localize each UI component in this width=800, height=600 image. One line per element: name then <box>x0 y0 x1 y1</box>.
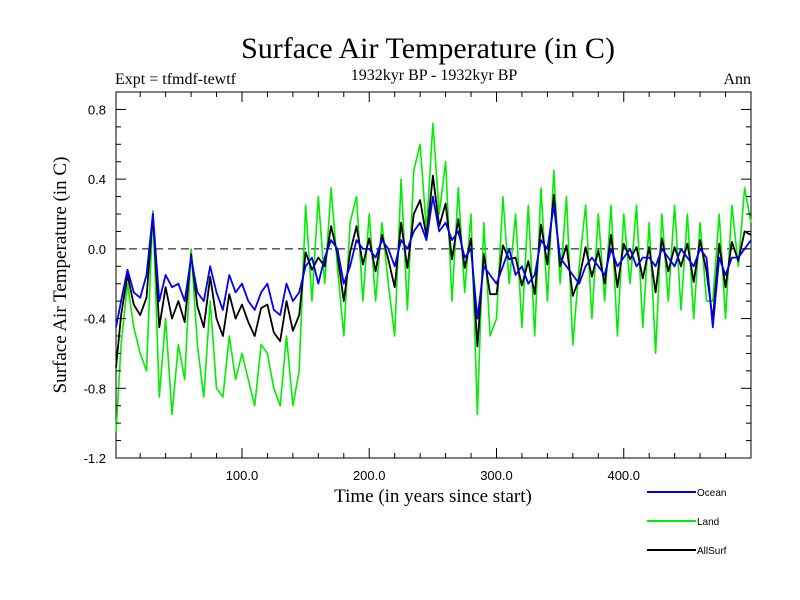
y-tick-label: 0.4 <box>88 172 106 187</box>
legend: Ocean Land AllSurf <box>647 488 727 557</box>
series-line-ocean <box>115 195 752 329</box>
chart-title: Surface Air Temperature (in C) <box>241 32 615 65</box>
series-layer <box>115 122 752 432</box>
x-tick-label: 100.0 <box>226 468 259 483</box>
series-line-land <box>115 122 752 432</box>
y-tick-label: -0.4 <box>84 312 106 327</box>
legend-label-ocean: Ocean <box>697 488 726 499</box>
y-tick-label: 0.0 <box>88 242 106 257</box>
chart-subtitle-right: Ann <box>723 71 751 88</box>
legend-label-allsurf: AllSurf <box>697 546 727 557</box>
y-tick-label: -0.8 <box>84 381 106 396</box>
x-tick-label: 200.0 <box>353 468 386 483</box>
x-axis-label: Time (in years since start) <box>334 486 532 507</box>
y-axis-label: Surface Air Temperature (in C) <box>50 157 71 394</box>
chart-subtitle-left: Expt = tfmdf-tewtf <box>115 71 237 88</box>
y-tick-label: 0.8 <box>88 102 106 117</box>
x-tick-label: 400.0 <box>607 468 640 483</box>
y-axis-ticks: 0.8 0.4 0.0 -0.4 -0.8 -1.2 <box>84 91 751 466</box>
x-tick-label: 300.0 <box>480 468 513 483</box>
plot-frame <box>115 91 752 459</box>
chart-subtitle-center: 1932kyr BP - 1932kyr BP <box>351 67 518 84</box>
x-axis-ticks: 100.0 200.0 300.0 400.0 <box>139 92 727 483</box>
y-tick-label: -1.2 <box>84 451 106 466</box>
legend-label-land: Land <box>697 517 719 528</box>
plot-area <box>115 91 752 459</box>
series-line-allsurf <box>115 174 752 368</box>
